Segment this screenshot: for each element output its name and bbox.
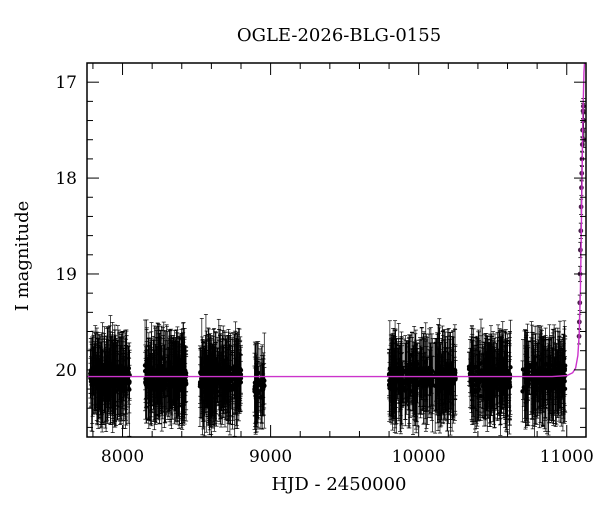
data-point <box>451 378 455 382</box>
data-point <box>467 364 471 368</box>
data-point <box>162 386 166 390</box>
data-point <box>400 388 404 392</box>
data-point <box>123 380 127 384</box>
data-point <box>169 384 173 388</box>
data-point <box>400 383 404 387</box>
chart-title: OGLE-2026-BLG-0155 <box>237 25 441 46</box>
data-point <box>170 371 174 375</box>
data-point <box>442 381 446 385</box>
data-point <box>98 379 102 383</box>
data-point <box>411 368 415 372</box>
data-point <box>93 371 97 375</box>
data-point <box>430 369 434 373</box>
data-point <box>237 381 241 385</box>
data-point <box>152 388 156 392</box>
data-point <box>253 387 257 391</box>
data-point <box>147 380 151 384</box>
data-point <box>184 378 188 382</box>
data-point <box>144 372 148 376</box>
data-point <box>420 377 424 381</box>
data-point <box>127 387 131 391</box>
data-point <box>166 371 170 375</box>
data-point <box>394 371 398 375</box>
data-point <box>208 371 212 375</box>
data-point <box>436 387 440 391</box>
data-point <box>387 378 391 382</box>
data-point <box>89 383 93 387</box>
data-point <box>422 371 426 375</box>
season-4 <box>252 333 266 434</box>
data-point <box>407 387 411 391</box>
data-point <box>494 379 498 383</box>
data-point <box>258 383 262 387</box>
plot-content <box>87 63 586 440</box>
data-point <box>107 378 111 382</box>
data-point <box>105 368 109 372</box>
data-point <box>145 362 149 366</box>
data-point <box>433 384 437 388</box>
season-2 <box>143 320 189 431</box>
data-point <box>204 369 208 373</box>
data-point <box>448 363 452 367</box>
data-point <box>112 366 116 370</box>
data-point <box>127 366 131 370</box>
data-point <box>222 371 226 375</box>
data-point <box>435 370 439 374</box>
data-point <box>157 370 161 374</box>
season-3 <box>198 314 243 436</box>
data-point <box>162 357 166 361</box>
data-point <box>228 378 232 382</box>
data-point <box>120 371 124 375</box>
data-point <box>113 374 117 378</box>
